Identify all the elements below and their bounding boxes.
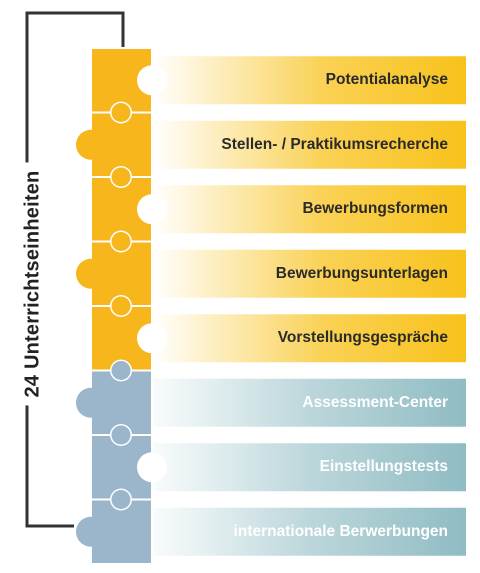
puzzle-notch	[137, 65, 167, 96]
module-label: Vorstellungsgespräche	[277, 329, 448, 347]
module-label: internationale Berwerbungen	[233, 522, 448, 540]
module-band	[152, 443, 466, 492]
module-band	[152, 56, 466, 105]
module-band	[152, 507, 466, 556]
module-label: Einstellungstests	[319, 458, 448, 476]
puzzle-joint-fill	[111, 232, 131, 251]
module-label: Potentialanalyse	[325, 71, 448, 89]
puzzle-tab	[76, 258, 106, 289]
side-label: 24 Unterrichtseinheiten	[21, 162, 45, 406]
puzzle-notch	[137, 194, 167, 225]
module-band	[152, 314, 466, 363]
puzzle-tab	[76, 516, 106, 547]
puzzle-joint-fill	[111, 425, 131, 445]
module-band	[152, 185, 466, 234]
module-band	[152, 249, 466, 298]
puzzle-notch	[137, 452, 167, 483]
puzzle-notch	[137, 323, 167, 354]
module-band	[152, 378, 466, 427]
puzzle-joint-fill	[111, 167, 131, 187]
puzzle-joint-fill	[111, 490, 131, 509]
module-label: Stellen- / Praktikumsrecherche	[221, 135, 448, 153]
puzzle-tab	[76, 129, 106, 160]
module-band	[152, 120, 466, 169]
module-label: Bewerbungsformen	[302, 200, 448, 218]
module-label: Assessment-Center	[302, 393, 448, 411]
bracket-line	[25, 11, 125, 528]
puzzle-joint-fill	[111, 103, 131, 122]
module-label: Bewerbungsunterlagen	[275, 264, 448, 282]
puzzle-joint-fill	[111, 361, 131, 380]
puzzle-joint-fill	[111, 296, 131, 316]
puzzle-tab	[76, 387, 106, 418]
